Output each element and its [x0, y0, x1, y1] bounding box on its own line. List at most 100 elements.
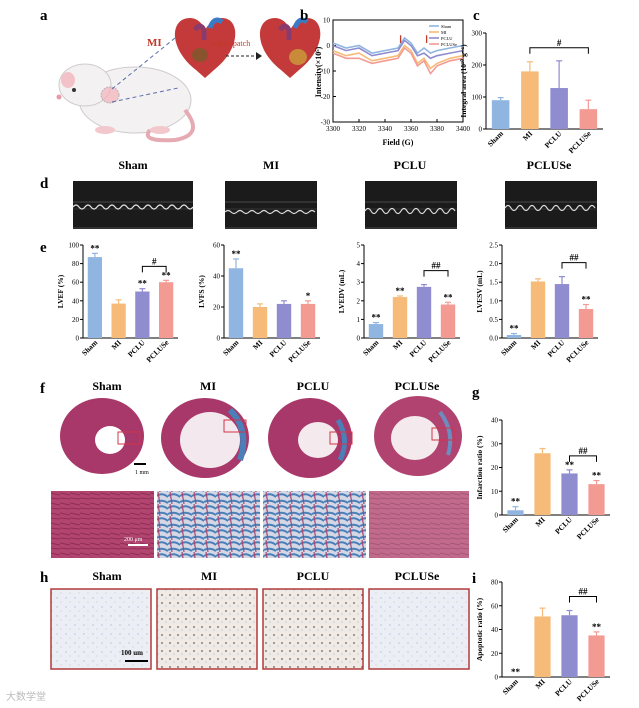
- x-tick-label: PCLU: [126, 338, 147, 359]
- panel-label-c: c: [473, 8, 480, 24]
- x-tick-label: Sham: [361, 338, 381, 358]
- series-line-pclu: [332, 39, 464, 60]
- y-tick-label: 2.0: [489, 260, 498, 268]
- bar-pclu: [561, 473, 578, 515]
- echo-label-sham: Sham: [118, 158, 147, 172]
- y-tick-label: 3: [357, 279, 361, 287]
- x-tick-label: PCLU: [553, 515, 574, 536]
- echo-label-pclu-se: PCLUSe: [527, 158, 572, 172]
- y-tick-label: 0.5: [489, 316, 498, 324]
- legend-label: Sham: [441, 24, 452, 29]
- panel-c-integral-area: c 0 100 200 300 Integral area (10¹⁰ g⁻¹) Sham…: [459, 8, 603, 155]
- y-tick-label: 100: [472, 94, 483, 102]
- significance-mark: **: [396, 286, 406, 296]
- comparison-bracket: [529, 47, 589, 54]
- significance-mark: **: [582, 295, 592, 305]
- y-tick-label: 60: [491, 602, 499, 610]
- masson-zoom-mi: [157, 491, 260, 558]
- arrow-head-icon: [256, 52, 262, 60]
- y-axis-label: Integral area (10¹⁰ g⁻¹): [459, 44, 468, 118]
- x-tick-label: PCLUSe: [564, 338, 591, 365]
- significance-mark: **: [162, 270, 172, 280]
- comparison-bracket: [569, 455, 597, 462]
- significance-mark: **: [372, 313, 382, 323]
- panel-label-d: d: [40, 176, 49, 192]
- x-tick-label: MI: [533, 677, 546, 690]
- chart-integral-area: 0 100 200 300 Integral area (10¹⁰ g⁻¹) Sham MI…: [459, 30, 603, 155]
- bar-pcluse: [300, 303, 316, 338]
- y-tick-label: -30: [321, 119, 331, 127]
- bar-sham: [491, 100, 510, 129]
- legend-label: PCLU: [441, 36, 453, 41]
- cardiac-patch-label: Cardiac patch: [206, 39, 250, 48]
- y-tick-label: 0: [217, 335, 221, 343]
- y-axis-label: LVEF (%): [56, 274, 65, 308]
- rat-illustration: [56, 63, 195, 143]
- chart-lvesv: 0.0 0.5 1.0 1.5 2.0 2.5 LVESV (mL) ** Sham MI PCLU…: [475, 242, 598, 365]
- x-tick-label: PCLU: [546, 338, 567, 359]
- y-axis-label: Apoptotic ratio (%): [475, 597, 484, 661]
- x-tick-label: PCLU: [543, 129, 564, 150]
- panel-h-tunel: h Sham MI PCLU PCLUSe 100 um: [40, 569, 470, 670]
- bar-mi: [252, 307, 268, 338]
- bar-mi: [521, 71, 539, 129]
- x-tick-label: 3320: [352, 125, 367, 133]
- significance-mark: **: [511, 667, 521, 677]
- mi-label: MI: [147, 37, 162, 49]
- significance-mark: **: [138, 279, 148, 289]
- comparison-label: ##: [579, 587, 589, 597]
- masson-zoom-pclu: [263, 491, 366, 558]
- x-tick-label: 3340: [378, 125, 393, 133]
- masson-label-mi: MI: [200, 379, 216, 393]
- panel-b-epr: b 3300 3320 3340 3360 3380 3400 10 0 -10 -20 -30 Sh…: [300, 8, 471, 147]
- comparison-bracket: [569, 596, 597, 603]
- significance-mark: **: [565, 460, 575, 470]
- x-tick-label: MI: [533, 515, 546, 528]
- echo-image-pclu: [364, 181, 457, 229]
- y-axis-label: LVESV (mL): [475, 270, 484, 313]
- x-tick-label: Sham: [221, 338, 241, 358]
- bar-mi: [534, 453, 551, 515]
- tunel-image-pclu: [262, 588, 364, 670]
- y-axis-label: LVEDV (mL): [337, 269, 346, 313]
- heart-section-sham: [60, 398, 144, 474]
- tunel-image-mi: [156, 588, 258, 670]
- panel-label-a: a: [40, 8, 48, 24]
- y-tick-label: 0: [357, 335, 361, 343]
- bar-pcluse: [588, 635, 605, 677]
- x-tick-label: PCLUSe: [575, 677, 602, 704]
- panel-d-echo: d Sham MI PCLU PCLUSe: [40, 158, 597, 229]
- x-tick-label: PCLU: [553, 677, 574, 698]
- y-tick-label: 60: [72, 279, 80, 287]
- tunel-image-sham: [50, 588, 152, 670]
- comparison-label: ##: [570, 253, 580, 263]
- watermark: 大数学堂: [6, 690, 46, 703]
- y-tick-label: 40: [491, 626, 499, 634]
- y-tick-label: 40: [72, 297, 80, 305]
- chart-lvef: 0 20 40 60 80 100 LVEF (%) ** Sham MI ** PCLU ** PCLU…: [56, 242, 178, 365]
- masson-zoom-sham: [51, 491, 154, 558]
- echo-image-mi: [224, 181, 317, 229]
- comparison-label: ##: [432, 261, 442, 271]
- significance-mark: **: [510, 324, 520, 334]
- significance-mark: **: [511, 497, 521, 507]
- x-tick-label: Sham: [501, 515, 521, 535]
- x-tick-label: PCLUSe: [575, 515, 602, 542]
- comparison-label: #: [152, 256, 157, 266]
- echo-image-pclu-se: [504, 181, 597, 229]
- x-tick-label: PCLUSe: [144, 338, 171, 365]
- x-tick-label: PCLU: [408, 338, 429, 359]
- heart-mi-icon: [174, 17, 236, 78]
- y-tick-label: 0: [495, 512, 499, 520]
- series-line-pcluse: [332, 46, 464, 76]
- comparison-label: ##: [579, 446, 589, 456]
- masson-zoom-pclu-se: [369, 491, 469, 558]
- scale-bar-f-top: 1 mm: [135, 470, 149, 476]
- x-tick-label: PCLUSe: [426, 338, 453, 365]
- bar-mi: [392, 297, 408, 338]
- tunel-image-pclu-se: [368, 588, 470, 670]
- x-tick-label: 3300: [326, 125, 341, 133]
- y-tick-label: 20: [213, 304, 221, 312]
